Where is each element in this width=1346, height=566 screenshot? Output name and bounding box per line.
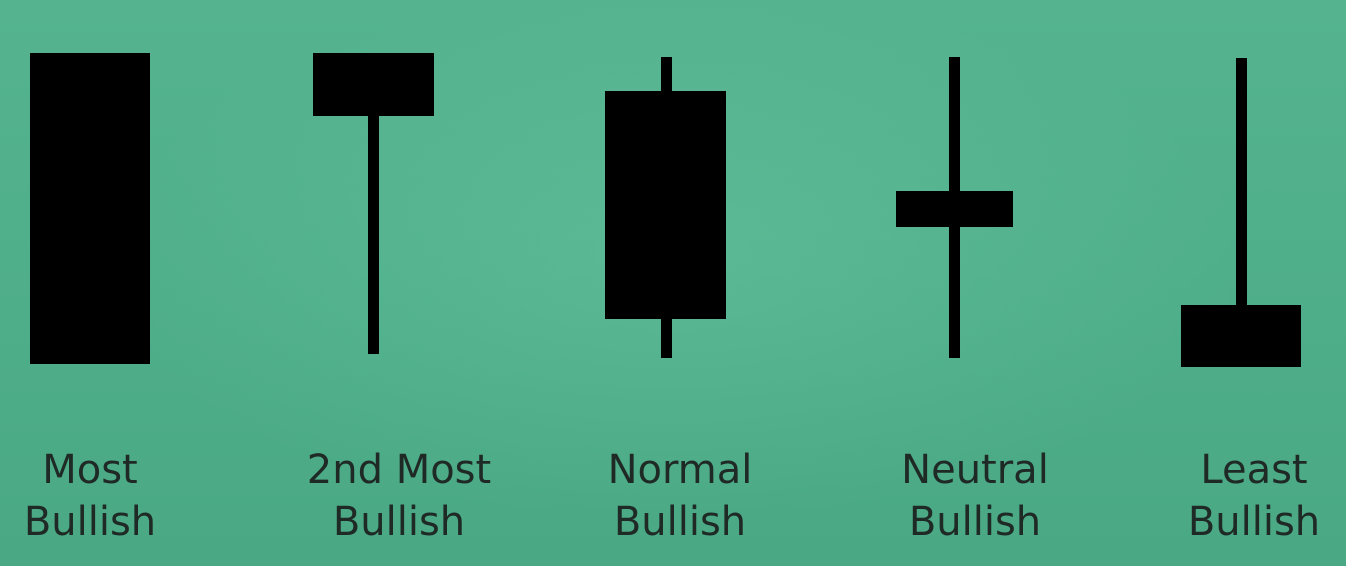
candle-wick: [1236, 58, 1247, 308]
label-line-2: Bullish: [23, 499, 157, 545]
label-neutral-bullish: Neutral Bullish: [855, 444, 1095, 548]
label-line-1: Neutral: [901, 447, 1049, 493]
candle-neutral-bullish: [896, 57, 1013, 358]
candle-body: [1181, 305, 1301, 367]
label-line-1: Most: [42, 447, 138, 493]
candle-wick: [368, 114, 379, 354]
candle-2nd-most-bullish: [313, 53, 434, 354]
candle-body: [896, 191, 1013, 227]
label-line-1: Least: [1200, 447, 1308, 493]
candle-body: [605, 91, 726, 319]
label-2nd-most-bullish: 2nd Most Bullish: [279, 444, 519, 548]
label-line-2: Bullish: [332, 499, 466, 545]
label-line-2: Bullish: [908, 499, 1042, 545]
label-line-2: Bullish: [1187, 499, 1321, 545]
candle-body: [313, 53, 434, 116]
label-most-bullish: Most Bullish: [0, 444, 210, 548]
label-line-1: 2nd Most: [306, 447, 492, 493]
candle-normal-bullish: [605, 57, 726, 358]
candle-body: [30, 53, 150, 364]
candle-most-bullish: [30, 53, 150, 364]
label-line-1: Normal: [607, 447, 753, 493]
label-least-bullish: Least Bullish: [1134, 444, 1346, 548]
label-line-2: Bullish: [613, 499, 747, 545]
label-normal-bullish: Normal Bullish: [560, 444, 800, 548]
candle-least-bullish: [1181, 58, 1301, 367]
